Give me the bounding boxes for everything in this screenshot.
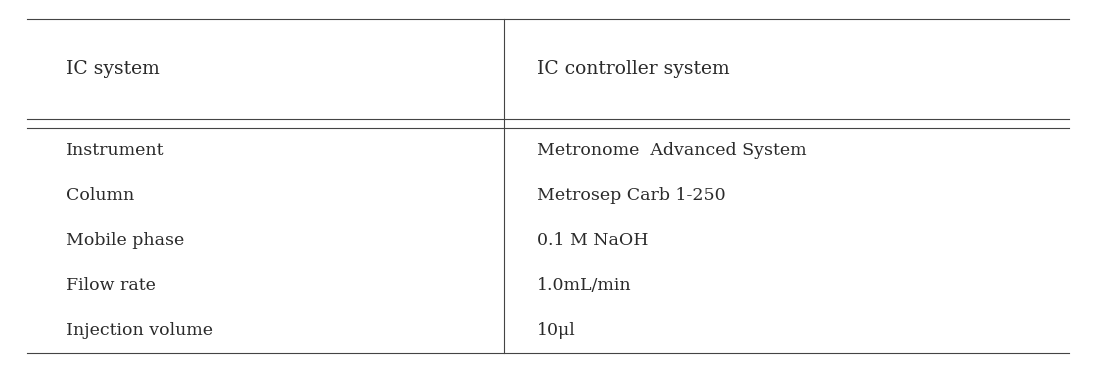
Text: IC controller system: IC controller system: [537, 60, 730, 78]
Text: IC system: IC system: [66, 60, 160, 78]
Text: 0.1 M NaOH: 0.1 M NaOH: [537, 232, 649, 249]
Text: Metrosep Carb 1-250: Metrosep Carb 1-250: [537, 187, 726, 204]
Text: Instrument: Instrument: [66, 142, 164, 159]
Text: Metronome  Advanced System: Metronome Advanced System: [537, 142, 807, 159]
Text: Mobile phase: Mobile phase: [66, 232, 184, 249]
Text: Filow rate: Filow rate: [66, 278, 156, 294]
Text: Injection volume: Injection volume: [66, 323, 213, 339]
Text: 10μl: 10μl: [537, 323, 575, 339]
Text: 1.0mL/min: 1.0mL/min: [537, 278, 631, 294]
Text: Column: Column: [66, 187, 134, 204]
